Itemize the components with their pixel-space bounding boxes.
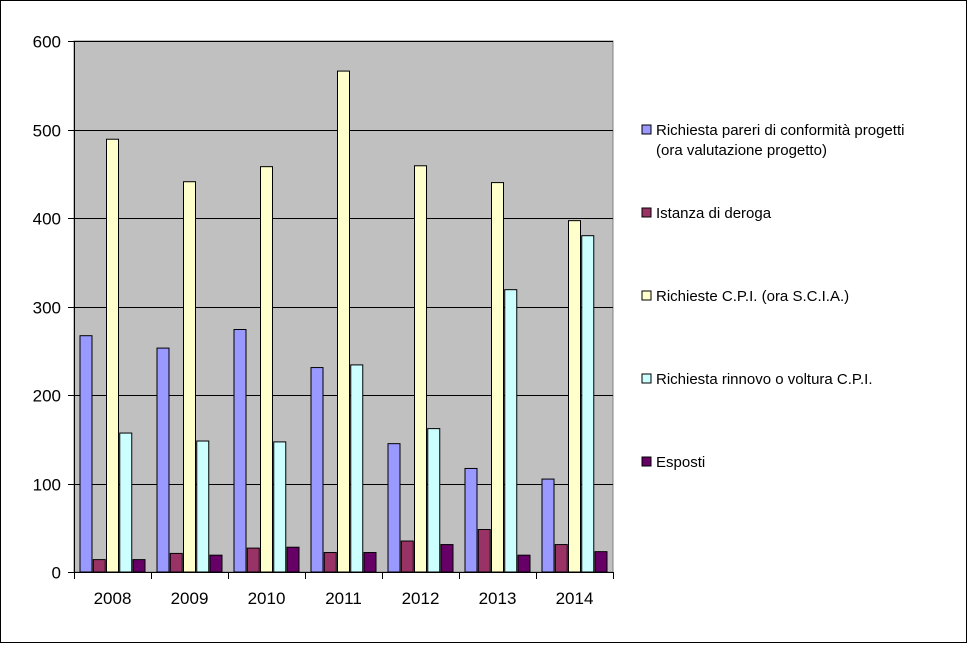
bar — [233, 329, 247, 573]
bar — [581, 235, 595, 573]
bar — [517, 554, 531, 573]
legend-swatch — [641, 373, 652, 384]
bar — [106, 138, 119, 573]
bar — [273, 441, 287, 573]
bar — [92, 559, 106, 573]
bar — [156, 347, 170, 573]
bar — [387, 443, 401, 573]
y-tick-label: 400 — [33, 210, 61, 229]
bar — [246, 547, 260, 573]
bar — [440, 544, 454, 573]
bar — [286, 546, 300, 573]
y-tick-label: 500 — [33, 122, 61, 141]
bar — [132, 559, 146, 573]
bar — [209, 554, 223, 573]
y-tick-label: 200 — [33, 387, 61, 406]
bar — [594, 551, 608, 573]
y-tick-label: 300 — [33, 299, 61, 318]
legend-label: (ora valutazione progetto) — [656, 142, 827, 159]
bar — [119, 432, 133, 573]
bar — [363, 552, 377, 573]
bar — [310, 367, 324, 573]
x-tick-label: 2010 — [248, 589, 286, 608]
bar — [337, 70, 350, 573]
legend-swatch — [641, 456, 652, 467]
bar — [79, 335, 93, 573]
bar — [504, 289, 518, 573]
legend-label: Istanza di deroga — [656, 205, 772, 222]
bar — [400, 540, 414, 573]
bar — [323, 552, 337, 573]
x-tick-label: 2008 — [94, 589, 132, 608]
y-tick-label: 0 — [52, 564, 61, 583]
bar — [477, 529, 491, 573]
legend-swatch — [641, 124, 652, 135]
bar — [427, 428, 441, 573]
bar — [554, 544, 568, 573]
x-tick-label: 2014 — [556, 589, 594, 608]
bar — [183, 181, 196, 573]
x-tick-label: 2009 — [171, 589, 209, 608]
legend-swatch — [641, 207, 652, 218]
bar — [169, 552, 183, 573]
y-tick-label: 600 — [33, 33, 61, 52]
bar — [196, 440, 210, 573]
x-tick-label: 2011 — [325, 589, 362, 608]
bar — [464, 467, 478, 573]
bar — [541, 478, 555, 573]
x-tick-label: 2012 — [402, 589, 440, 608]
legend-swatch — [641, 290, 652, 301]
bar — [350, 364, 364, 573]
bar — [491, 182, 504, 573]
legend-label: Richiesta pareri di conformità progetti — [656, 122, 904, 139]
bar — [568, 220, 581, 573]
bar — [260, 166, 273, 573]
y-tick-label: 100 — [33, 476, 61, 495]
legend-label: Richiesta rinnovo o voltura C.P.I. — [656, 371, 873, 388]
x-tick-label: 2013 — [479, 589, 517, 608]
legend-label: Richieste C.P.I. (ora S.C.I.A.) — [656, 288, 849, 305]
bar — [414, 165, 427, 573]
legend-label: Esposti — [656, 454, 705, 471]
